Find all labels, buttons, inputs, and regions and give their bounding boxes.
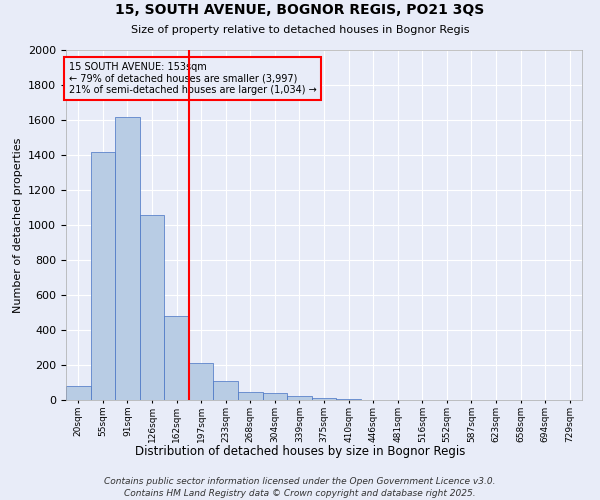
- Bar: [66, 386, 91, 400]
- Text: Size of property relative to detached houses in Bognor Regis: Size of property relative to detached ho…: [131, 25, 469, 35]
- Text: Contains HM Land Registry data © Crown copyright and database right 2025.: Contains HM Land Registry data © Crown c…: [124, 488, 476, 498]
- Bar: [263, 393, 287, 400]
- Text: Distribution of detached houses by size in Bognor Regis: Distribution of detached houses by size …: [135, 445, 465, 458]
- Bar: [312, 398, 336, 400]
- Bar: [140, 214, 164, 400]
- Text: Contains public sector information licensed under the Open Government Licence v3: Contains public sector information licen…: [104, 478, 496, 486]
- Bar: [115, 116, 140, 400]
- Bar: [287, 396, 312, 400]
- Bar: [336, 398, 361, 400]
- Text: 15 SOUTH AVENUE: 153sqm
← 79% of detached houses are smaller (3,997)
21% of semi: 15 SOUTH AVENUE: 153sqm ← 79% of detache…: [68, 62, 316, 96]
- Bar: [91, 152, 115, 400]
- Bar: [214, 381, 238, 400]
- Bar: [164, 316, 189, 400]
- Bar: [238, 392, 263, 400]
- Bar: [189, 363, 214, 400]
- Y-axis label: Number of detached properties: Number of detached properties: [13, 138, 23, 312]
- Text: 15, SOUTH AVENUE, BOGNOR REGIS, PO21 3QS: 15, SOUTH AVENUE, BOGNOR REGIS, PO21 3QS: [115, 2, 485, 16]
